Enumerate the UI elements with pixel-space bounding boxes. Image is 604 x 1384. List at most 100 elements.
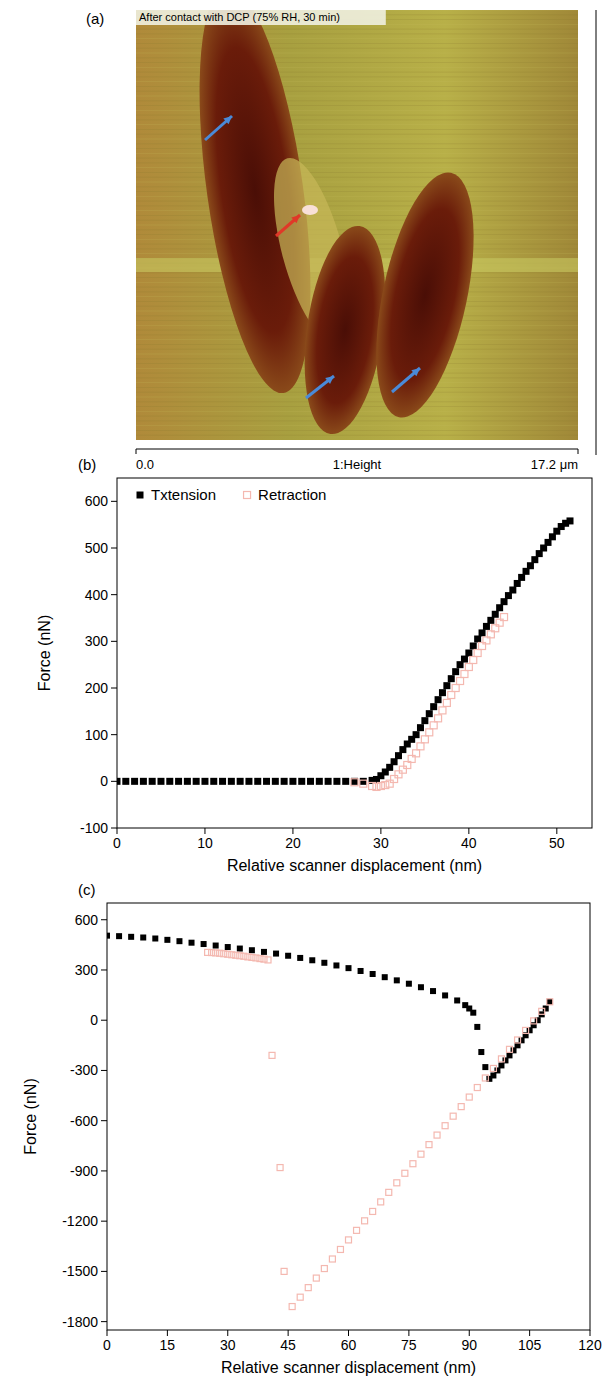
data-point <box>254 778 261 785</box>
data-point <box>209 950 215 956</box>
data-point <box>354 1227 360 1233</box>
data-point <box>479 629 486 636</box>
y-tick <box>101 1271 107 1272</box>
scan-line <box>136 215 578 216</box>
scan-line <box>136 210 578 211</box>
data-point <box>213 943 219 949</box>
y-tick <box>101 969 107 970</box>
data-point <box>329 1256 335 1262</box>
data-point <box>297 1294 303 1300</box>
data-point <box>370 1208 376 1214</box>
x-tick <box>117 828 118 834</box>
data-point <box>474 1024 480 1030</box>
y-tick <box>111 501 117 502</box>
data-point <box>402 1170 408 1176</box>
scan-line <box>136 177 578 178</box>
data-point <box>245 778 252 785</box>
plot-frame <box>117 478 592 828</box>
data-point <box>122 778 129 785</box>
x-tick <box>380 828 381 834</box>
scan-line <box>136 29 578 30</box>
data-point <box>289 1304 295 1310</box>
data-point <box>382 974 388 980</box>
data-point <box>417 743 424 750</box>
data-point <box>272 778 279 785</box>
x-tick-label: 0 <box>113 835 121 851</box>
x-tick <box>556 828 557 834</box>
data-point <box>514 580 521 587</box>
data-point <box>333 778 340 785</box>
scan-line <box>136 435 578 436</box>
panel-label: (c) <box>78 881 96 898</box>
data-point <box>152 935 158 941</box>
y-tick <box>101 1020 107 1021</box>
data-point <box>470 657 477 664</box>
data-point <box>362 1218 368 1224</box>
x-tick-label: 75 <box>401 1337 417 1353</box>
x-tick-label: 50 <box>549 835 565 851</box>
arrow-head <box>223 116 232 124</box>
data-point <box>360 778 367 785</box>
scan-line <box>136 33 578 34</box>
image-title: After contact with DCP (75% RH, 30 min) <box>139 11 340 23</box>
y-tick <box>101 1170 107 1171</box>
data-point <box>313 1275 319 1281</box>
y-tick-label: 400 <box>85 587 109 603</box>
y-tick-label: 300 <box>85 633 109 649</box>
data-point <box>298 778 305 785</box>
x-tick-label: 60 <box>341 1337 357 1353</box>
data-point <box>351 778 358 785</box>
data-point <box>277 1165 283 1171</box>
data-point <box>539 1008 545 1014</box>
x-tick <box>408 1330 409 1336</box>
data-point <box>346 1237 352 1243</box>
scan-line <box>136 220 578 221</box>
y-tick-label: 200 <box>85 680 109 696</box>
arrow-head <box>325 376 334 384</box>
panel-label: (b) <box>78 456 96 473</box>
scan-line <box>136 191 578 192</box>
data-point <box>281 1268 287 1274</box>
legend-marker <box>244 492 251 499</box>
figure: After contact with DCP (75% RH, 30 min) (… <box>0 0 604 1384</box>
data-point <box>391 758 398 765</box>
x-tick-label: 30 <box>220 1337 236 1353</box>
data-point <box>394 1180 400 1186</box>
data-point <box>395 771 402 778</box>
scan-line <box>136 182 578 183</box>
dark-region <box>358 164 492 426</box>
data-point <box>176 938 182 944</box>
data-point <box>175 778 182 785</box>
data-point <box>426 729 433 736</box>
data-point <box>225 944 231 950</box>
x-tick <box>204 828 205 834</box>
y-tick-label: -1500 <box>62 1263 98 1279</box>
bright-spot <box>302 205 318 215</box>
x-tick-label: 0 <box>103 1337 111 1353</box>
arrow-head <box>411 368 420 376</box>
legend-marker <box>137 492 144 499</box>
data-point <box>166 778 173 785</box>
data-point <box>567 517 574 524</box>
data-point <box>201 941 207 947</box>
data-point <box>333 962 339 968</box>
data-point <box>482 1075 488 1081</box>
data-point <box>413 750 420 757</box>
data-point <box>474 636 481 643</box>
scan-line <box>136 420 578 421</box>
data-point <box>430 988 436 994</box>
scan-line <box>136 167 578 168</box>
data-point <box>443 682 450 689</box>
y-tick-label: -600 <box>70 1113 98 1129</box>
x-axis-title: Relative scanner displacement (nm) <box>221 1359 476 1376</box>
arrow <box>306 376 334 398</box>
data-point <box>316 778 323 785</box>
data-point <box>452 685 459 692</box>
scan-line <box>136 205 578 206</box>
panel-label: (a) <box>86 10 104 27</box>
title-ground <box>136 10 386 25</box>
y-tick-label: 300 <box>75 962 99 978</box>
x-tick-label: 20 <box>285 835 301 851</box>
y-tick <box>111 641 117 642</box>
x-tick-label: 120 <box>578 1337 602 1353</box>
